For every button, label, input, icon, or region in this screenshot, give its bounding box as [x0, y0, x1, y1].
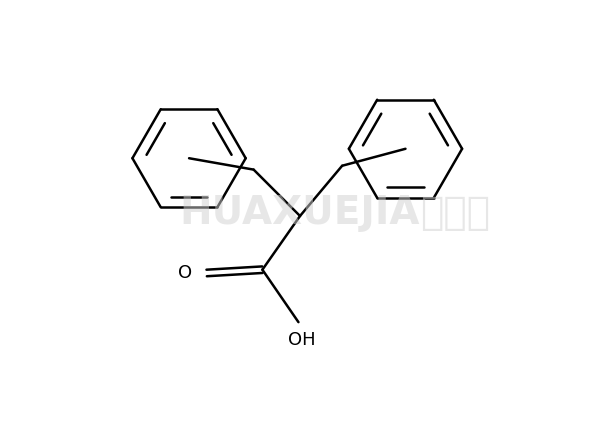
Text: 化学加: 化学加	[420, 194, 490, 232]
Text: O: O	[178, 264, 192, 282]
Text: OH: OH	[287, 331, 315, 349]
Text: HUAXUEJIA: HUAXUEJIA	[180, 194, 420, 232]
